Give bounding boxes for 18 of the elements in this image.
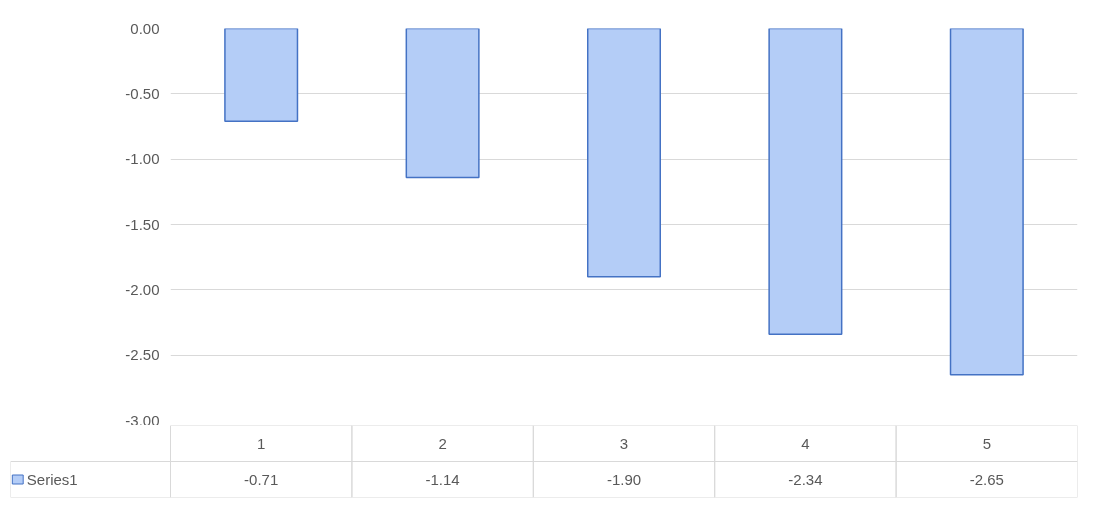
y-tick-label: -2.00 [125, 280, 160, 298]
x-tick-label: 2 [438, 434, 447, 452]
data-label: -1.14 [425, 470, 460, 488]
x-tick-label: 3 [619, 434, 629, 452]
x-tick-label: 4 [801, 434, 810, 452]
data-label: -2.65 [969, 470, 1004, 488]
x-tick-label: 1 [257, 434, 266, 452]
x-tick-label: 5 [982, 434, 991, 452]
data-label: -0.71 [244, 470, 279, 488]
y-tick-label: -3.00 [125, 411, 160, 429]
y-tick-label: -1.00 [125, 150, 160, 168]
y-tick-label: -2.50 [125, 346, 160, 364]
y-tick-label: 0.00 [130, 19, 160, 37]
data-label: -1.90 [606, 470, 642, 488]
legend-label: Series1 [26, 471, 78, 488]
data-label: -2.34 [788, 470, 823, 488]
y-tick-label: -1.50 [125, 215, 160, 233]
y-tick-label: -0.50 [125, 84, 160, 102]
